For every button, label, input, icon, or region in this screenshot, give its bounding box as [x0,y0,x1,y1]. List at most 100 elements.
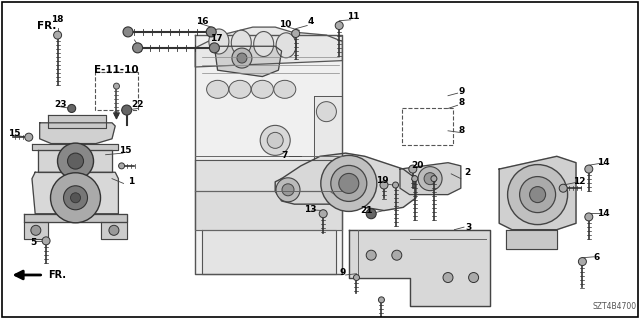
Text: 9: 9 [339,268,346,277]
Polygon shape [24,222,48,239]
Circle shape [132,43,143,53]
Circle shape [335,21,343,30]
Polygon shape [214,46,282,77]
Circle shape [282,184,294,196]
Text: 1: 1 [128,177,134,186]
Circle shape [418,167,442,191]
Ellipse shape [274,80,296,98]
Text: 19: 19 [376,176,389,185]
Circle shape [58,143,93,179]
Polygon shape [275,153,416,211]
Text: 18: 18 [51,15,64,24]
Circle shape [585,213,593,221]
Polygon shape [349,230,490,306]
Text: 21: 21 [360,206,372,215]
Circle shape [42,237,50,245]
Ellipse shape [229,80,251,98]
Circle shape [113,83,120,89]
Circle shape [63,186,88,210]
Circle shape [520,177,556,212]
Circle shape [412,176,418,182]
Circle shape [316,102,337,122]
Circle shape [508,165,568,225]
Polygon shape [195,27,342,67]
Polygon shape [24,214,127,222]
Ellipse shape [231,30,252,55]
Polygon shape [314,96,342,160]
Ellipse shape [209,29,229,54]
Circle shape [378,297,385,303]
Circle shape [366,209,376,219]
Ellipse shape [276,33,296,58]
Circle shape [380,181,388,189]
Polygon shape [506,230,557,249]
Circle shape [409,165,417,173]
Circle shape [339,174,359,193]
Ellipse shape [207,80,228,98]
Circle shape [31,225,41,235]
Polygon shape [195,160,342,191]
Bar [95,72,138,110]
Text: 3: 3 [465,223,472,232]
Circle shape [468,272,479,283]
Text: E-11-10: E-11-10 [94,65,139,75]
Circle shape [579,257,586,266]
Text: 7: 7 [282,151,288,160]
Polygon shape [400,163,461,195]
Text: 6: 6 [593,253,600,262]
Circle shape [276,178,300,202]
Text: 17: 17 [210,34,223,43]
Circle shape [366,250,376,260]
Circle shape [70,193,81,203]
Text: 12: 12 [573,177,586,186]
Polygon shape [195,191,342,230]
Circle shape [237,53,247,63]
Text: 15: 15 [118,146,131,155]
Circle shape [321,155,377,211]
Circle shape [260,125,290,155]
Text: 22: 22 [131,100,144,109]
Text: 4: 4 [307,17,314,26]
Bar [402,108,453,145]
Circle shape [392,250,402,260]
Text: 15: 15 [8,129,20,138]
Text: 14: 14 [596,158,609,167]
Circle shape [123,27,133,37]
Ellipse shape [253,32,274,56]
Ellipse shape [252,80,273,98]
Polygon shape [48,115,106,128]
Circle shape [68,104,76,113]
Text: SZT4B4700: SZT4B4700 [593,302,636,311]
Circle shape [424,173,436,185]
Circle shape [443,272,453,283]
Circle shape [25,133,33,141]
Circle shape [68,153,83,169]
Polygon shape [32,172,118,214]
Circle shape [292,29,300,38]
Circle shape [530,187,545,203]
Polygon shape [38,150,112,172]
Polygon shape [32,144,118,150]
Text: FR.: FR. [37,20,56,31]
Text: 11: 11 [347,12,360,21]
Text: 2: 2 [464,168,470,177]
Text: 13: 13 [304,205,317,214]
Text: 8: 8 [459,126,465,135]
Polygon shape [202,230,336,274]
Text: 16: 16 [196,17,209,26]
Circle shape [209,43,220,53]
Text: 14: 14 [596,209,609,218]
Text: 5: 5 [30,238,36,247]
Circle shape [109,225,119,235]
Circle shape [232,48,252,68]
Text: FR.: FR. [48,270,66,280]
Text: 10: 10 [278,20,291,29]
Circle shape [585,165,593,173]
Circle shape [206,27,216,37]
Circle shape [431,176,437,182]
Text: 9: 9 [459,87,465,96]
Circle shape [353,275,360,280]
Circle shape [54,31,61,39]
Text: 8: 8 [459,98,465,107]
Circle shape [51,173,100,223]
